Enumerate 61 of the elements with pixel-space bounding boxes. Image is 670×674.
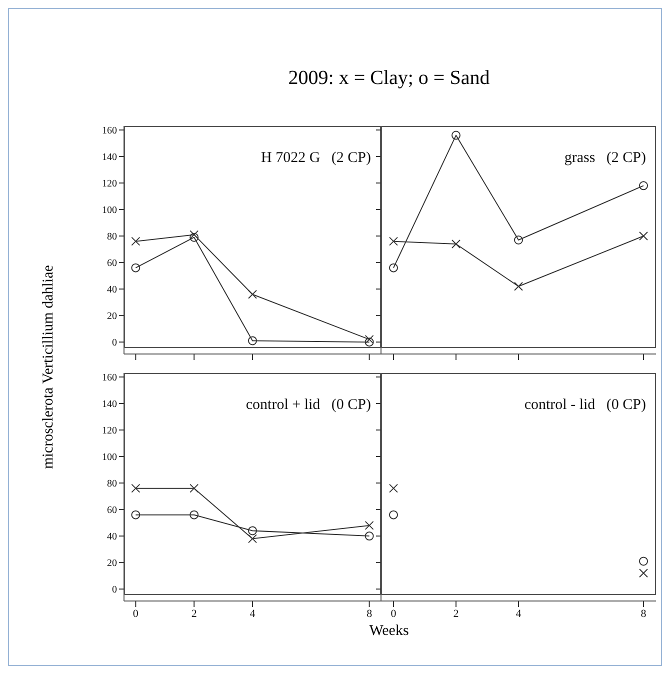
chart-title: 2009: x = Clay; o = Sand bbox=[287, 67, 491, 90]
y-axis-title: microsclerota Verticillium dahliae bbox=[40, 265, 58, 469]
annotation: H 7022 G (2 CP) bbox=[260, 150, 371, 167]
point bbox=[452, 239, 460, 248]
y-tick-label: 140 bbox=[102, 399, 117, 410]
annotation: control - lid (0 CP) bbox=[524, 397, 646, 414]
y-tick-label: 40 bbox=[107, 284, 117, 296]
y-tick-label: 20 bbox=[107, 558, 117, 570]
x-axis-title: Weeks bbox=[368, 623, 410, 640]
point bbox=[639, 181, 648, 190]
point bbox=[190, 510, 199, 520]
point bbox=[131, 263, 140, 272]
x-tick-label: 0 bbox=[390, 608, 397, 620]
point bbox=[364, 520, 374, 530]
x-tick-label: 8 bbox=[366, 608, 373, 620]
point bbox=[364, 532, 374, 541]
point bbox=[639, 568, 648, 578]
point bbox=[514, 236, 523, 244]
point bbox=[514, 282, 523, 291]
y-tick-label: 80 bbox=[107, 478, 117, 490]
point bbox=[364, 334, 374, 344]
y-tick-label: 120 bbox=[102, 178, 117, 190]
y-tick-label: 80 bbox=[107, 232, 117, 243]
point bbox=[248, 534, 257, 544]
y-tick-label: 60 bbox=[107, 505, 117, 516]
x-tick-label: 0 bbox=[132, 608, 139, 620]
x-tick-label: 8 bbox=[640, 608, 647, 620]
y-tick-label: 160 bbox=[102, 372, 117, 384]
point bbox=[190, 230, 199, 240]
y-tick-label: 40 bbox=[107, 532, 117, 543]
y-tick-label: 100 bbox=[102, 205, 117, 216]
point bbox=[190, 232, 199, 242]
y-tick-label: 120 bbox=[102, 426, 117, 437]
y-tick-label: 20 bbox=[107, 311, 117, 322]
y-tick-label: 0 bbox=[112, 338, 117, 349]
point bbox=[248, 290, 257, 299]
x-tick-label: 4 bbox=[516, 608, 522, 620]
point bbox=[389, 510, 398, 520]
point bbox=[389, 484, 398, 493]
y-tick-label: 60 bbox=[107, 258, 117, 270]
x-tick-label: 4 bbox=[250, 608, 256, 620]
point bbox=[389, 236, 398, 246]
point bbox=[131, 236, 140, 246]
point bbox=[131, 484, 140, 493]
point bbox=[248, 336, 257, 346]
annotation: grass (2 CP) bbox=[564, 150, 646, 167]
y-tick-label: 140 bbox=[102, 152, 117, 164]
y-tick-label: 0 bbox=[112, 584, 117, 596]
point bbox=[452, 130, 460, 140]
point bbox=[364, 338, 374, 347]
x-tick-label: 2 bbox=[453, 608, 459, 620]
point bbox=[248, 526, 257, 536]
x-tick-label: 2 bbox=[191, 608, 197, 620]
annotation: control + lid (0 CP) bbox=[246, 397, 371, 414]
y-tick-label: 160 bbox=[102, 126, 117, 137]
point bbox=[190, 484, 199, 493]
y-tick-label: 100 bbox=[102, 452, 117, 464]
point bbox=[131, 510, 140, 520]
point bbox=[389, 263, 398, 272]
point bbox=[639, 556, 648, 566]
point bbox=[639, 232, 648, 241]
